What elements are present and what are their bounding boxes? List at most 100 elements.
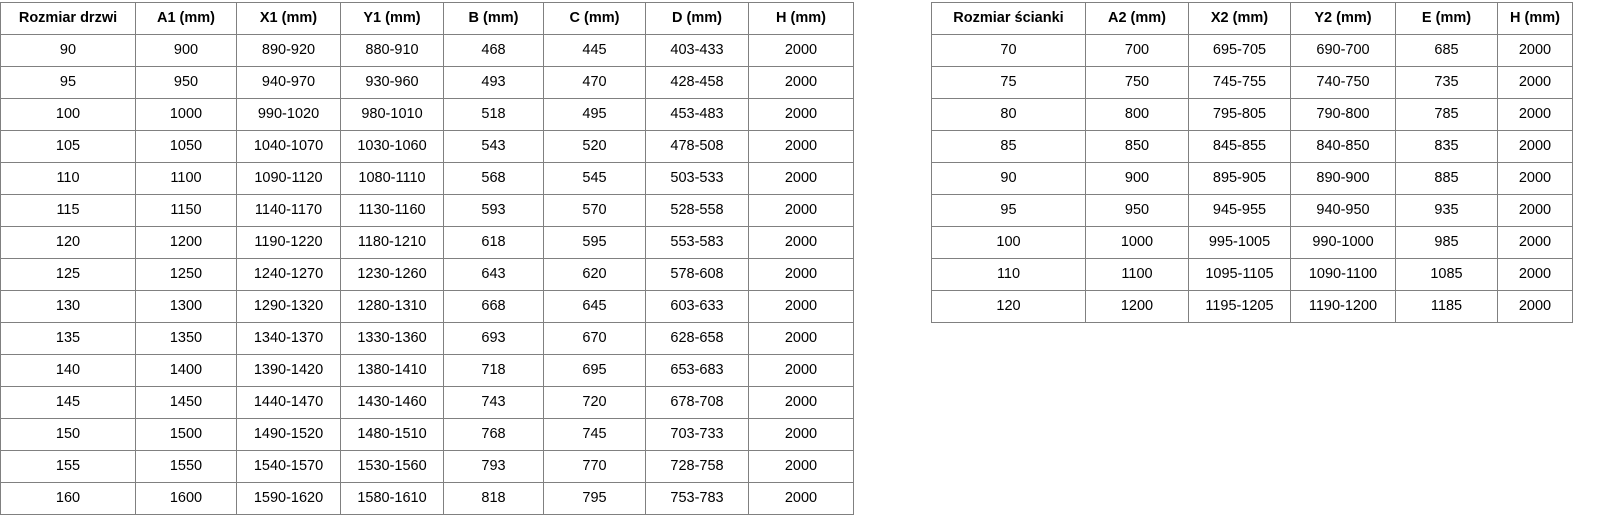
table-header-row: Rozmiar ścianki A2 (mm) X2 (mm) Y2 (mm) E (m… [931,2,1573,35]
table-cell: 528-558 [645,194,749,227]
table-cell: 85 [931,130,1086,163]
table-cell: 1150 [135,194,237,227]
table-cell: 880-910 [340,34,444,67]
table-cell: 1085 [1395,258,1498,291]
table-cell: 105 [0,130,136,163]
table-cell: 1200 [135,226,237,259]
table-cell: 2000 [748,226,854,259]
table-cell: 795-805 [1188,98,1291,131]
table-cell: 1090-1100 [1290,258,1396,291]
table-cell: 950 [1085,194,1189,227]
table-cell: 678-708 [645,386,749,419]
walls-column-header-0: Rozmiar ścianki [931,2,1086,35]
table-row: 110 1100 1090-1120 1080-1110 568 545 503-533 20… [0,162,854,195]
table-cell: 90 [0,34,136,67]
table-cell: 1390-1420 [236,354,341,387]
table-cell: 595 [543,226,646,259]
table-cell: 478-508 [645,130,749,163]
walls-column-header-2: X2 (mm) [1188,2,1291,35]
table-cell: 695 [543,354,646,387]
table-cell: 740-750 [1290,66,1396,99]
table-cell: 2000 [748,162,854,195]
table-cell: 753-783 [645,482,749,515]
table-cell: 2000 [1497,66,1573,99]
table-cell: 1350 [135,322,237,355]
table-cell: 568 [443,162,544,195]
table-cell: 1190-1200 [1290,290,1396,323]
table-row: 90 900 895-905 890-900 885 2000 [931,162,1573,195]
doors-column-header-3: Y1 (mm) [340,2,444,35]
table-cell: 2000 [1497,130,1573,163]
table-cell: 1100 [1085,258,1189,291]
table-cell: 2000 [748,290,854,323]
table-cell: 1340-1370 [236,322,341,355]
table-cell: 1050 [135,130,237,163]
table-cell: 2000 [748,98,854,131]
table-cell: 1200 [1085,290,1189,323]
table-cell: 80 [931,98,1086,131]
table-row: 135 1350 1340-1370 1330-1360 693 670 628-658 20… [0,322,854,355]
table-cell: 2000 [1497,162,1573,195]
table-cell: 2000 [748,194,854,227]
table-cell: 2000 [748,66,854,99]
table-cell: 995-1005 [1188,226,1291,259]
table-cell: 850 [1085,130,1189,163]
walls-column-header-4: E (mm) [1395,2,1498,35]
table-row: 160 1600 1590-1620 1580-1610 818 795 753-783 20… [0,482,854,515]
table-cell: 70 [931,34,1086,67]
table-cell: 818 [443,482,544,515]
table-row: 105 1050 1040-1070 1030-1060 543 520 478-508 20… [0,130,854,163]
table-cell: 750 [1085,66,1189,99]
table-cell: 690-700 [1290,34,1396,67]
table-cell: 1140-1170 [236,194,341,227]
table-cell: 1195-1205 [1188,290,1291,323]
table-cell: 135 [0,322,136,355]
table-cell: 1440-1470 [236,386,341,419]
table-cell: 570 [543,194,646,227]
table-cell: 2000 [748,418,854,451]
table-cell: 1185 [1395,290,1498,323]
table-cell: 520 [543,130,646,163]
table-cell: 495 [543,98,646,131]
table-cell: 985 [1395,226,1498,259]
table-cell: 990-1000 [1290,226,1396,259]
table-cell: 95 [0,66,136,99]
table-cell: 895-905 [1188,162,1291,195]
table-cell: 1500 [135,418,237,451]
table-cell: 693 [443,322,544,355]
table-cell: 1280-1310 [340,290,444,323]
table-cell: 1600 [135,482,237,515]
table-cell: 2000 [1497,34,1573,67]
table-cell: 800 [1085,98,1189,131]
table-cell: 670 [543,322,646,355]
table-cell: 1450 [135,386,237,419]
table-cell: 940-950 [1290,194,1396,227]
table-row: 110 1100 1095-1105 1090-1100 1085 2000 [931,258,1573,291]
table-cell: 603-633 [645,290,749,323]
table-cell: 155 [0,450,136,483]
table-cell: 2000 [1497,226,1573,259]
doors-column-header-6: D (mm) [645,2,749,35]
table-cell: 668 [443,290,544,323]
doors-dimensions-table: Rozmiar drzwi A1 (mm) X1 (mm) Y1 (mm) B (mm)… [0,2,854,515]
table-cell: 543 [443,130,544,163]
table-row: 75 750 745-755 740-750 735 2000 [931,66,1573,99]
doors-column-header-7: H (mm) [748,2,854,35]
table-cell: 990-1020 [236,98,341,131]
table-cell: 1490-1520 [236,418,341,451]
table-cell: 468 [443,34,544,67]
table-cell: 950 [135,66,237,99]
table-cell: 453-483 [645,98,749,131]
table-cell: 160 [0,482,136,515]
table-cell: 1000 [135,98,237,131]
table-cell: 1300 [135,290,237,323]
table-row: 115 1150 1140-1170 1130-1160 593 570 528-558 20… [0,194,854,227]
table-cell: 115 [0,194,136,227]
table-cell: 120 [931,290,1086,323]
table-cell: 1430-1460 [340,386,444,419]
table-cell: 100 [931,226,1086,259]
table-cell: 110 [0,162,136,195]
doors-table-body: 90 900 890-920 880-910 468 445 403-433 2000 95 95… [0,34,854,515]
walls-dimensions-table: Rozmiar ścianki A2 (mm) X2 (mm) Y2 (mm) E (m… [931,2,1573,323]
